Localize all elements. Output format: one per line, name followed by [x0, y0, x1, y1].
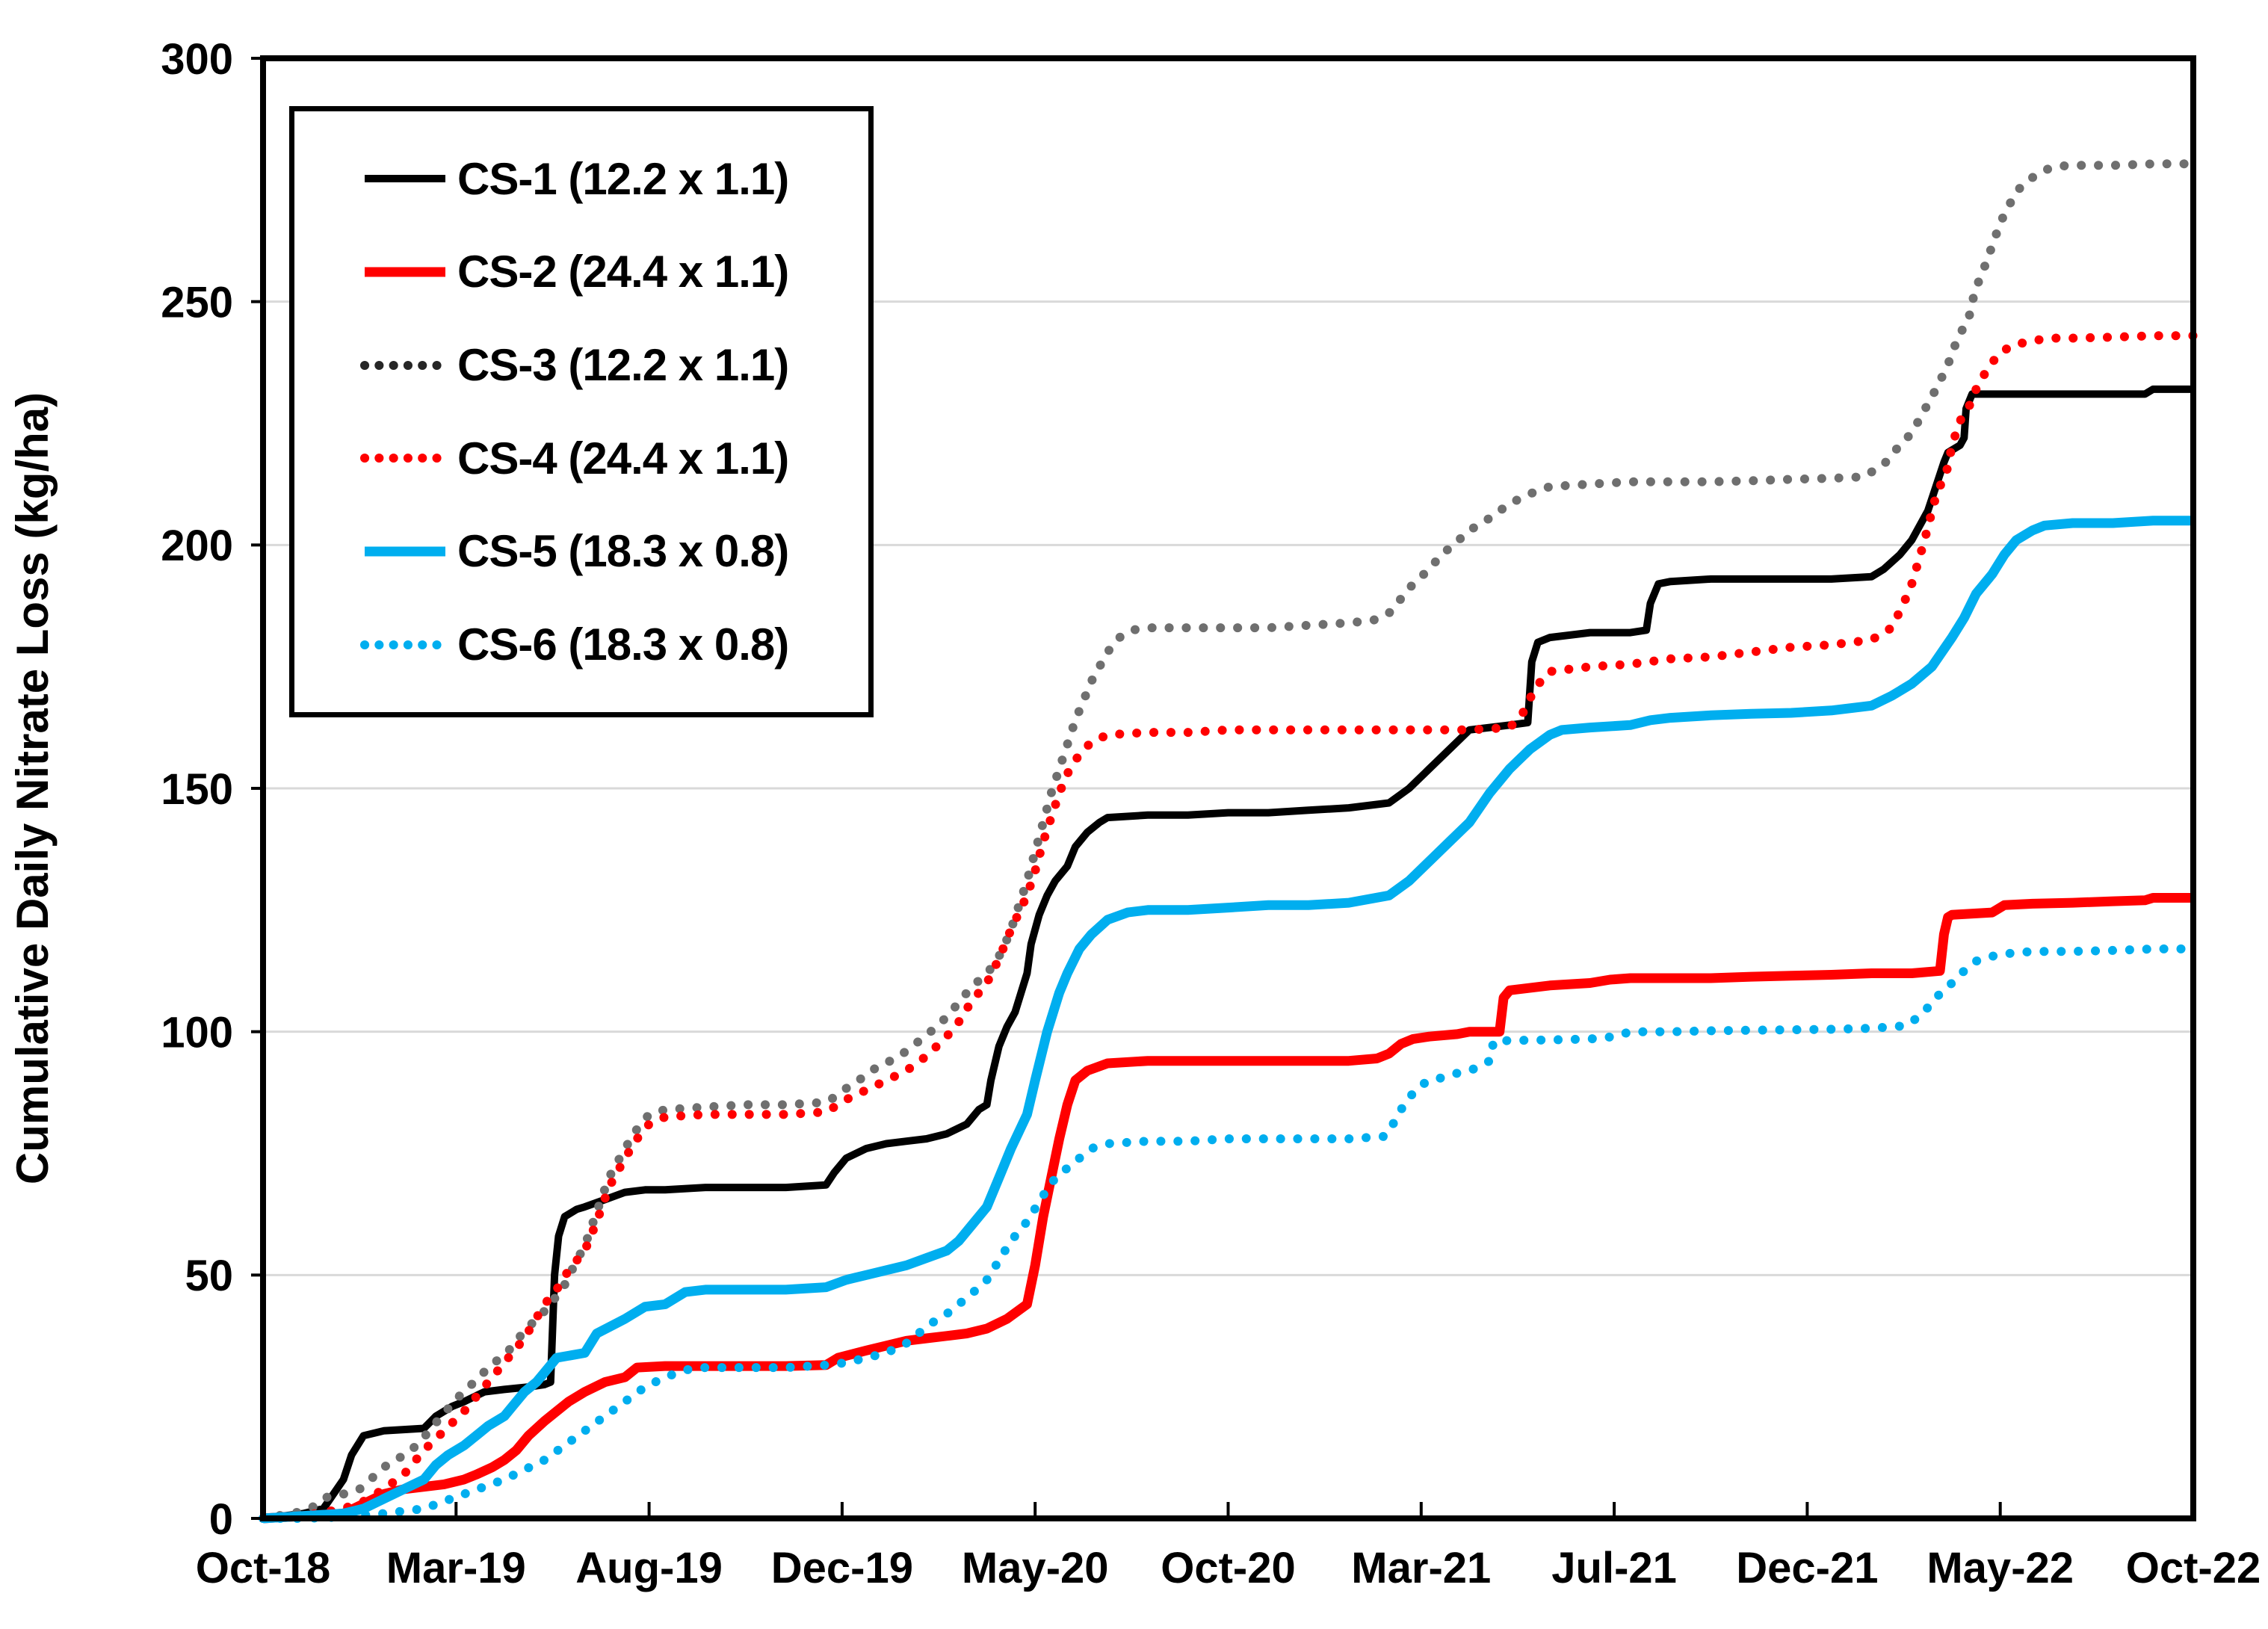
legend-item-cs-4: CS-4 (24.4 x 1.1)	[360, 433, 853, 484]
legend-swatch-solid-icon	[365, 175, 445, 183]
x-tick-label: May-20	[962, 1544, 1109, 1592]
legend-swatch-solid-icon	[365, 267, 445, 277]
x-axis: Oct-18 Mar-19 Aug-19 Dec-19 May-20 Oct-20 Mar-…	[196, 1502, 2261, 1592]
legend-item-cs-6: CS-6 (18.3 x 0.8)	[360, 619, 853, 670]
legend-item-cs-5: CS-5 (18.3 x 0.8)	[360, 525, 853, 577]
legend-swatch-solid-icon	[365, 546, 445, 557]
y-tick-label: 150	[161, 765, 233, 814]
legend-item-cs-1: CS-1 (12.2 x 1.1)	[360, 153, 853, 205]
series-line-cs-2	[262, 893, 2193, 1524]
x-tick-label: May-22	[1926, 1544, 2074, 1592]
legend-swatch-dotted-icon	[360, 640, 450, 649]
x-tick-label: Jul-21	[1551, 1544, 1677, 1592]
x-tick-label: Oct-22	[2126, 1544, 2261, 1592]
y-axis-title: Cumulative Daily Nitrate Loss (kg/ha)	[7, 392, 58, 1184]
legend-label: CS-6 (18.3 x 0.8)	[457, 619, 789, 670]
y-tick-label: 100	[161, 1009, 233, 1057]
legend-label: CS-1 (12.2 x 1.1)	[457, 153, 789, 204]
y-tick-label: 250	[161, 279, 233, 327]
x-tick-label: Mar-19	[386, 1544, 526, 1592]
x-tick-label: Oct-18	[196, 1544, 331, 1592]
y-tick-label: 300	[161, 35, 233, 84]
legend-label: CS-2 (24.4 x 1.1)	[457, 247, 789, 297]
legend: CS-1 (12.2 x 1.1) CS-2 (24.4 x 1.1) CS-3 (…	[289, 106, 874, 717]
x-tick-label: Aug-19	[575, 1544, 723, 1592]
y-tick-label: 0	[209, 1495, 233, 1544]
series-line-cs-3	[259, 159, 2198, 1523]
y-tick-label: 200	[161, 522, 233, 570]
legend-label: CS-5 (18.3 x 0.8)	[457, 526, 789, 577]
legend-label: CS-4 (24.4 x 1.1)	[457, 433, 789, 483]
legend-swatch-dotted-icon	[360, 360, 450, 370]
series-line-cs-5	[262, 516, 2193, 1524]
series-line-cs-6	[259, 944, 2198, 1523]
y-tick-label: 50	[185, 1252, 233, 1300]
legend-label: CS-3 (12.2 x 1.1)	[457, 340, 789, 391]
series-line-cs-1	[262, 385, 2193, 1522]
x-tick-label: Dec-21	[1736, 1544, 1878, 1592]
x-tick-label: Oct-20	[1161, 1544, 1296, 1592]
legend-swatch-dotted-icon	[360, 454, 450, 463]
legend-item-cs-3: CS-3 (12.2 x 1.1)	[360, 339, 853, 391]
series-lines	[259, 159, 2198, 1524]
y-axis: 0 50 100 150 200 250 300	[161, 35, 263, 1544]
legend-item-cs-2: CS-2 (24.4 x 1.1)	[360, 246, 853, 297]
x-tick-label: Dec-19	[771, 1544, 913, 1592]
x-tick-label: Mar-21	[1351, 1544, 1491, 1592]
series-line-cs-4	[259, 331, 2198, 1523]
